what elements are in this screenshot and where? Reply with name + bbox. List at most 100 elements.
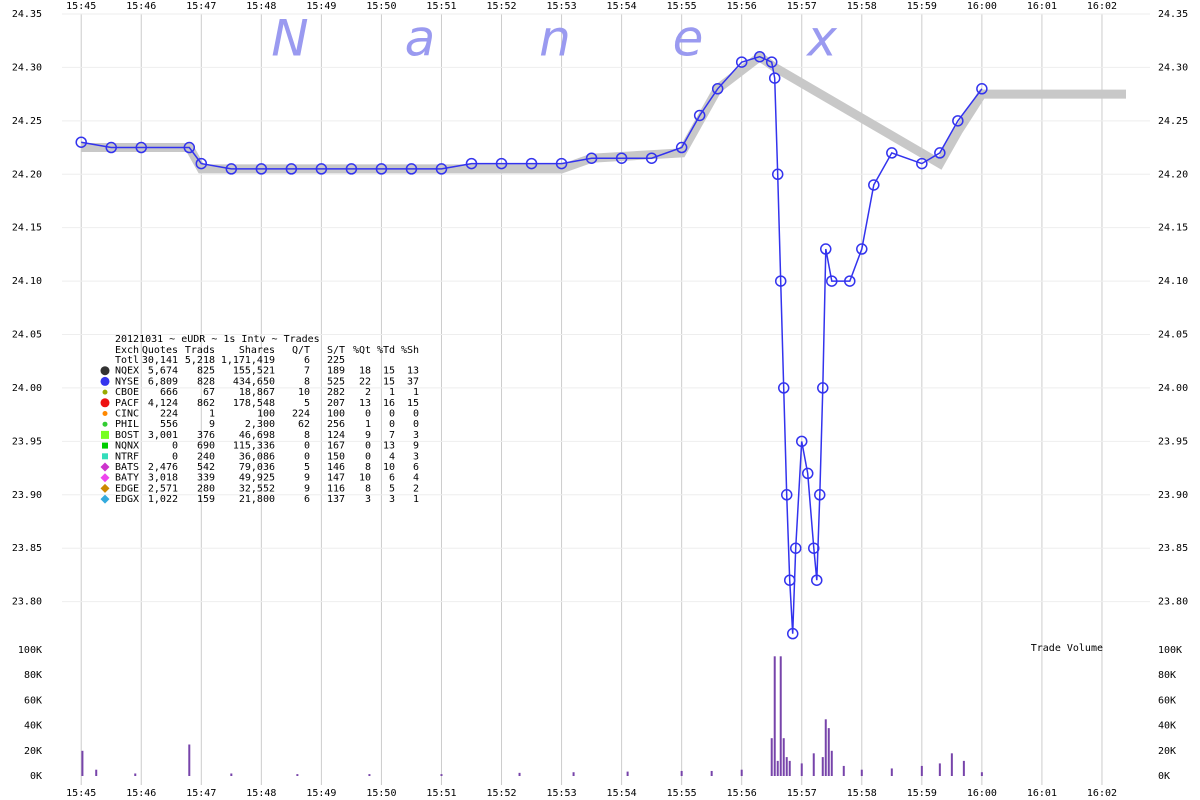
- table-cell: 9: [304, 473, 310, 484]
- marks: [75, 50, 1126, 776]
- table-cell: 525: [327, 376, 345, 387]
- volume-bar: [782, 738, 785, 776]
- table-cell: 0: [365, 441, 371, 452]
- table-cell: 16: [383, 398, 395, 409]
- trade-point: [585, 152, 598, 164]
- table-header: Q/T: [292, 345, 310, 356]
- table-cell: CBOE: [115, 387, 139, 398]
- table-cell: 2: [365, 387, 371, 398]
- table-cell: 22: [359, 376, 371, 387]
- table-cell: CINC: [115, 409, 139, 420]
- table-cell: PHIL: [115, 419, 139, 430]
- trade-point: [777, 382, 790, 394]
- volume-bar: [980, 772, 983, 776]
- x-tick-label: 15:47: [186, 1, 216, 12]
- trade-point: [801, 467, 814, 480]
- trade-point: [675, 141, 688, 154]
- table-cell: 1: [389, 387, 395, 398]
- trade-point: [774, 275, 787, 287]
- x-tick-label: 15:50: [366, 1, 396, 12]
- x-tick-label: 15:58: [847, 788, 877, 799]
- y-tick-label: 23.90: [12, 490, 42, 501]
- trade-point: [645, 152, 658, 164]
- table-cell: 825: [197, 366, 215, 377]
- table-cell: 46,698: [239, 430, 275, 441]
- x-tick-label: 16:00: [967, 788, 997, 799]
- volume-bar: [812, 753, 815, 776]
- table-cell: 3: [413, 451, 419, 462]
- y-tick-label: 100K: [1158, 645, 1182, 656]
- table-cell: BOST: [115, 430, 139, 441]
- table-cell: 434,650: [233, 376, 275, 387]
- y-tick-label: 100K: [18, 645, 42, 656]
- watermark-letter: a: [405, 10, 436, 68]
- legend-marker: [100, 494, 110, 504]
- x-tick-label: 15:49: [306, 788, 336, 799]
- y-tick-label: 24.10: [1158, 276, 1188, 287]
- table-cell: 5,674: [148, 366, 178, 377]
- table-cell: EDGX: [115, 494, 139, 505]
- table-cell: 36,086: [239, 451, 275, 462]
- table-cell: 7: [304, 366, 310, 377]
- table-cell: 15: [383, 366, 395, 377]
- legend-marker: [102, 389, 108, 395]
- table-cell: 9: [209, 419, 215, 430]
- x-tick-label: 15:52: [486, 788, 516, 799]
- y-tick-label: 23.90: [1158, 490, 1188, 501]
- table-cell: 0: [413, 419, 419, 430]
- volume-bar: [842, 765, 845, 776]
- volume-bar: [296, 774, 299, 776]
- table-cell: 4: [413, 473, 419, 484]
- x-tick-label: 16:01: [1027, 1, 1057, 12]
- x-tick-label: 15:49: [306, 1, 336, 12]
- table-cell: 2: [413, 483, 419, 494]
- trade-point: [345, 163, 358, 175]
- x-tick-label: 15:56: [727, 1, 757, 12]
- table-cell: 8: [304, 430, 310, 441]
- table-cell: 5: [304, 398, 310, 409]
- table-cell: 18: [359, 366, 371, 377]
- x-tick-label: 15:52: [486, 1, 516, 12]
- volume-bar: [134, 773, 137, 776]
- table-cell: 0: [413, 409, 419, 420]
- x-tick-label: 15:45: [66, 1, 96, 12]
- y-tick-label: 23.85: [12, 543, 42, 554]
- trade-point: [711, 83, 724, 95]
- table-cell: 32,552: [239, 483, 275, 494]
- table-cell: NQNX: [115, 441, 139, 452]
- trade-point: [789, 542, 802, 554]
- trade-point: [786, 627, 799, 640]
- table-cell: 0: [304, 451, 310, 462]
- table-cell: 3,001: [148, 430, 178, 441]
- x-tick-label: 16:02: [1087, 1, 1117, 12]
- table-cell: 159: [197, 494, 215, 505]
- x-tick-label: 16:00: [967, 1, 997, 12]
- table-cell: 0: [365, 451, 371, 462]
- table-cell: 0: [365, 409, 371, 420]
- volume-bar: [800, 763, 803, 776]
- x-tick-label: 15:54: [607, 788, 637, 799]
- table-cell: 7: [389, 430, 395, 441]
- trade-point: [465, 157, 478, 170]
- volume-bar: [827, 728, 830, 776]
- legend-marker: [100, 462, 110, 472]
- table-header: %Sh: [401, 345, 419, 356]
- trade-point: [795, 435, 808, 448]
- y-tick-label: 0K: [30, 771, 42, 782]
- x-tick-label: 15:58: [847, 1, 877, 12]
- trade-point: [375, 163, 388, 175]
- x-tick-label: 15:59: [907, 788, 937, 799]
- y-tick-label: 24.25: [12, 116, 42, 127]
- table-cell: 49,925: [239, 473, 275, 484]
- y-tick-label: 24.00: [1158, 383, 1188, 394]
- volume-bar: [938, 763, 941, 776]
- y-tick-label: 24.15: [1158, 223, 1188, 234]
- y-tick-label: 24.15: [12, 223, 42, 234]
- volume-bar: [950, 753, 953, 776]
- watermark-letter: e: [673, 10, 704, 68]
- table-cell: NTRF: [115, 451, 139, 462]
- table-cell: 167: [327, 441, 345, 452]
- y-tick-label: 24.30: [1158, 62, 1188, 73]
- table-cell: 8: [304, 376, 310, 387]
